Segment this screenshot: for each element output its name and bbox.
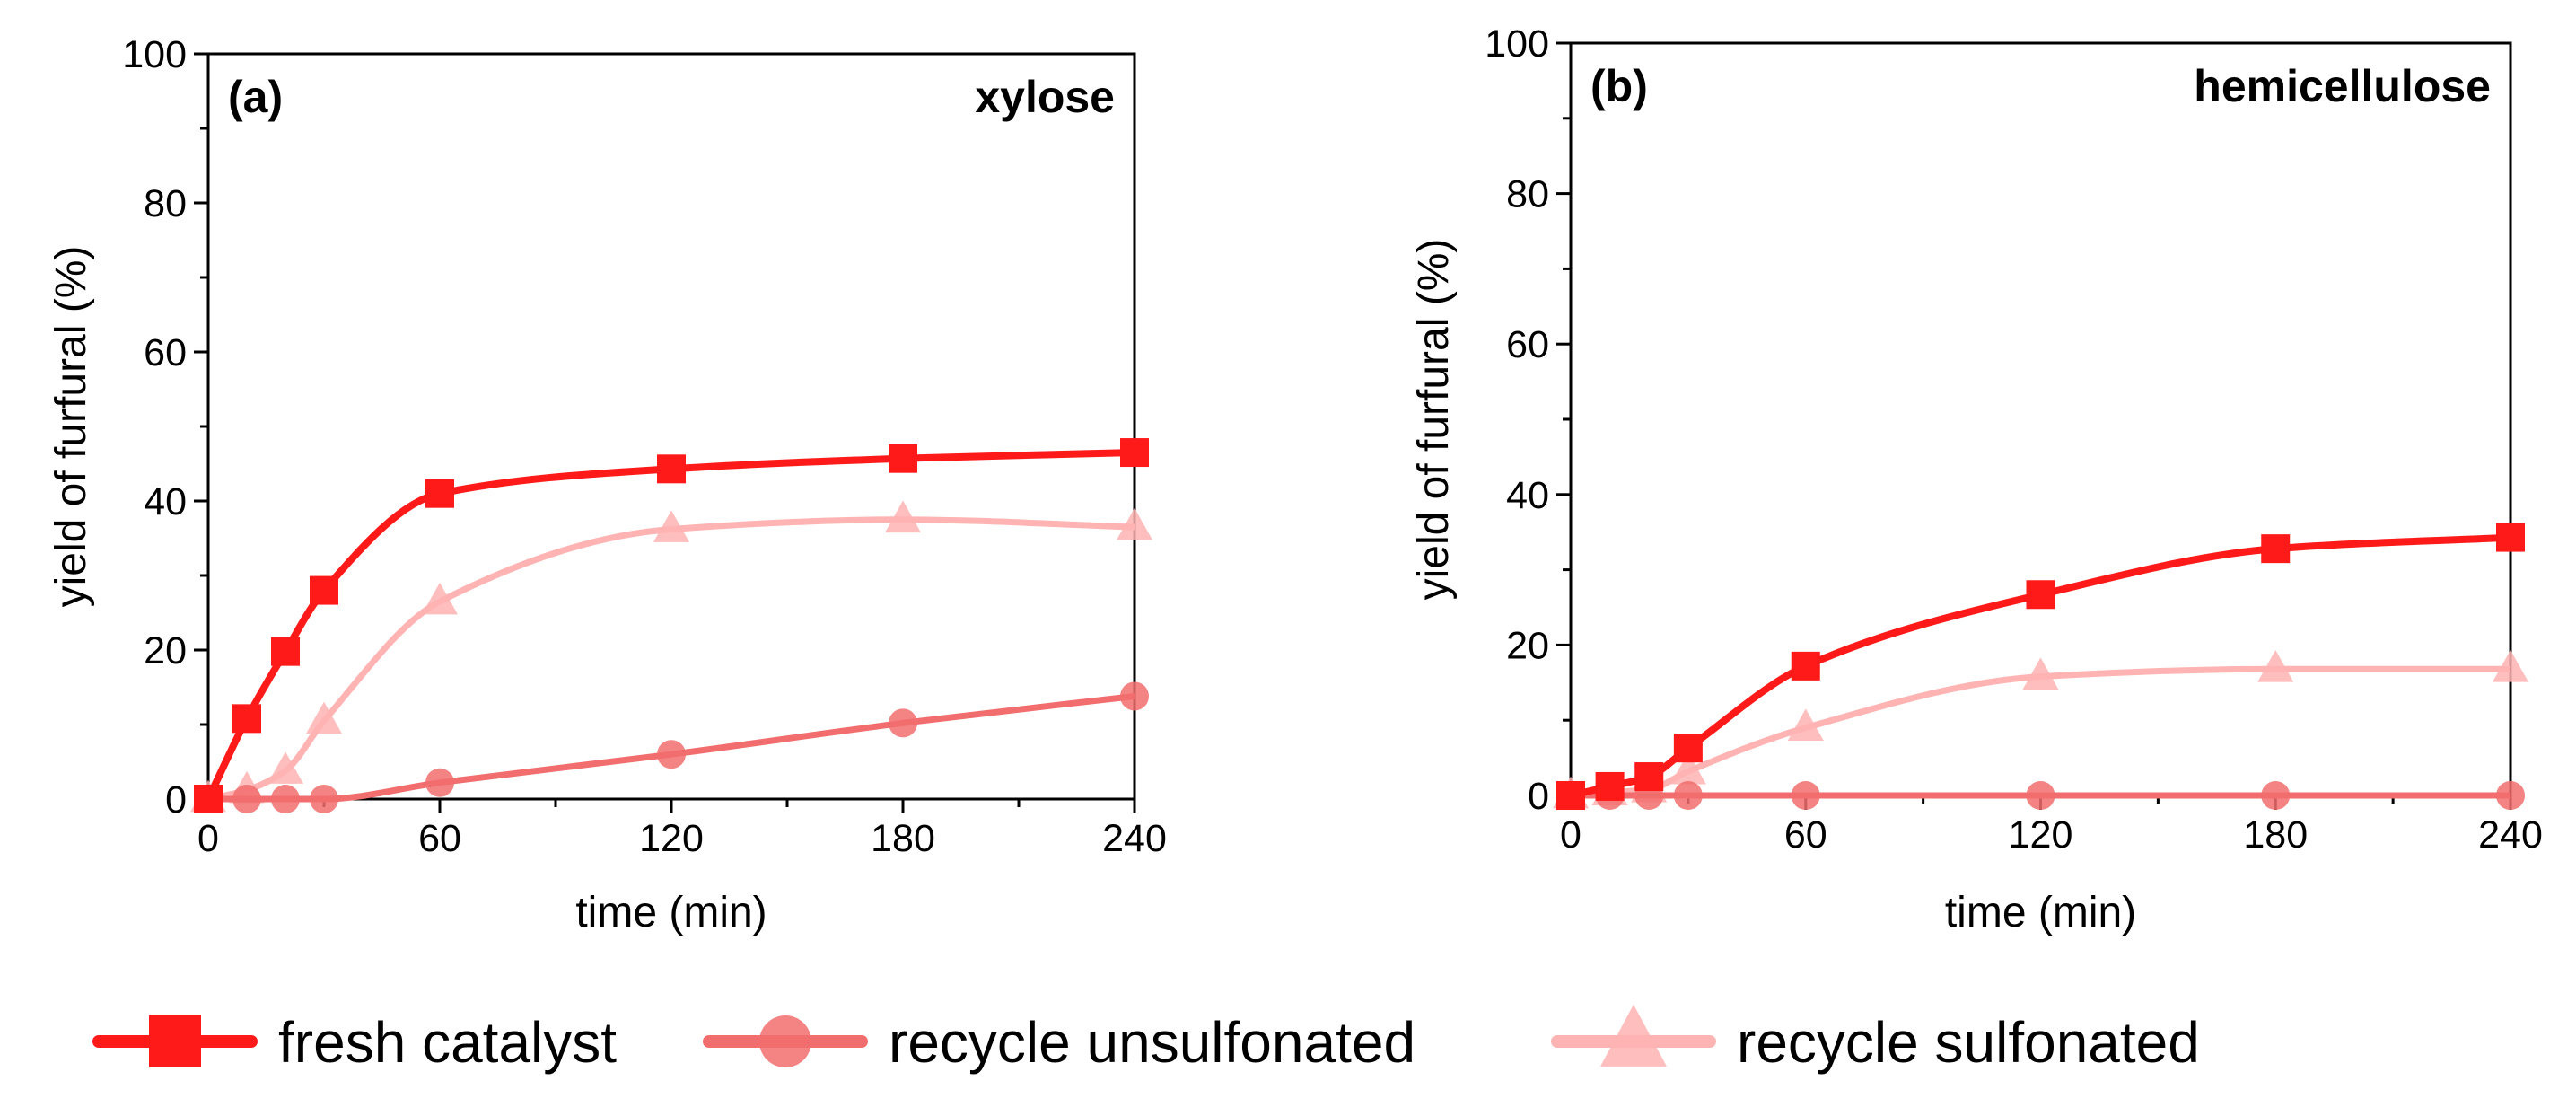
x-axis-title: time (min) <box>575 889 767 936</box>
x-tick-label: 240 <box>2478 813 2543 857</box>
data-point <box>1673 734 1703 763</box>
x-tick-label: 0 <box>197 817 219 860</box>
legend-label: fresh catalyst <box>278 1010 617 1075</box>
y-tick-label: 60 <box>1506 323 1549 366</box>
series-recycle-unsulfonated <box>1556 781 2525 810</box>
data-point <box>1556 781 1585 810</box>
x-tick-label: 180 <box>871 817 935 860</box>
data-point <box>232 704 261 734</box>
data-point <box>425 768 454 797</box>
chart-panel-a: 0 60 120 180 240 0 20 40 60 80 100 time (min) yield … <box>48 33 1167 936</box>
data-point <box>889 708 917 738</box>
data-point <box>306 701 342 734</box>
y-tick-label: 80 <box>144 182 187 225</box>
x-tick-label: 0 <box>1560 813 1582 857</box>
data-point <box>1791 781 1820 810</box>
data-point <box>1669 751 1706 785</box>
data-point <box>310 785 338 813</box>
data-point <box>2026 781 2055 810</box>
data-point <box>194 785 223 813</box>
x-tick-label: 240 <box>1102 817 1167 860</box>
y-tick-label: 40 <box>144 480 187 523</box>
data-point <box>1595 771 1625 801</box>
chart-panel-b: 0 60 120 180 240 0 20 40 60 80 100 time (min) yield … <box>1410 22 2543 936</box>
data-point <box>2496 781 2525 810</box>
y-tick-label: 80 <box>1506 173 1549 216</box>
data-point <box>271 637 300 666</box>
chart-title: xylose <box>975 72 1115 122</box>
y-tick-label: 100 <box>1485 22 1549 66</box>
y-tick-label: 20 <box>1506 624 1549 667</box>
data-point <box>425 479 454 508</box>
legend: fresh catalyst recycle unsulfonated recycl… <box>92 1004 2200 1075</box>
y-tick-label: 0 <box>1528 775 1549 818</box>
legend-item-fresh-catalyst: fresh catalyst <box>92 1010 617 1075</box>
data-point <box>1673 781 1703 810</box>
data-point <box>657 740 686 769</box>
data-point <box>1791 651 1820 681</box>
x-axis-title: time (min) <box>1945 889 2136 936</box>
data-point <box>2022 657 2059 690</box>
data-point <box>1787 708 1824 741</box>
legend-square-marker <box>149 1015 201 1067</box>
series-fresh-catalyst <box>194 438 1149 813</box>
y-tick-label: 0 <box>165 778 187 821</box>
data-point <box>2261 781 2291 810</box>
panel-label: (b) <box>1590 61 1648 111</box>
y-tick-label: 20 <box>144 629 187 672</box>
x-tick-label: 60 <box>418 817 461 860</box>
data-point <box>1120 438 1149 468</box>
legend-triangle-marker <box>1600 1004 1667 1067</box>
x-tick-label: 120 <box>639 817 704 860</box>
legend-label: recycle sulfonated <box>1737 1010 2200 1075</box>
data-point <box>271 785 300 813</box>
y-tick-label: 100 <box>122 33 187 76</box>
y-axis-title: yield of furfural (%) <box>1410 239 1458 601</box>
legend-circle-marker <box>759 1015 811 1067</box>
data-point <box>422 582 458 615</box>
x-tick-label: 180 <box>2243 813 2308 857</box>
data-point <box>2496 523 2525 552</box>
legend-label: recycle unsulfonated <box>889 1010 1415 1075</box>
data-point <box>885 500 921 533</box>
y-axis-title: yield of furfural (%) <box>48 246 95 608</box>
data-point <box>2261 534 2291 564</box>
data-point <box>1117 507 1152 540</box>
data-point <box>653 510 689 542</box>
x-tick-label: 120 <box>2009 813 2073 857</box>
legend-item-recycle-sulfonated: recycle sulfonated <box>1551 1004 2200 1075</box>
data-point <box>2493 650 2528 682</box>
y-tick-label: 60 <box>144 331 187 374</box>
panel-label: (a) <box>228 72 283 122</box>
series-fresh-catalyst <box>1556 523 2525 810</box>
data-point <box>310 575 338 605</box>
data-point <box>1120 681 1149 711</box>
data-point <box>889 444 917 473</box>
data-point <box>232 785 261 813</box>
data-point <box>2257 650 2294 682</box>
data-point <box>267 751 303 784</box>
x-tick-label: 60 <box>1784 813 1827 857</box>
data-point <box>1634 762 1664 792</box>
chart-title: hemicellulose <box>2194 61 2491 111</box>
y-tick-label: 40 <box>1506 474 1549 517</box>
legend-item-recycle-unsulfonated: recycle unsulfonated <box>703 1010 1415 1075</box>
plot-frame <box>206 52 1136 801</box>
data-point <box>657 454 686 484</box>
data-point <box>2026 580 2055 610</box>
